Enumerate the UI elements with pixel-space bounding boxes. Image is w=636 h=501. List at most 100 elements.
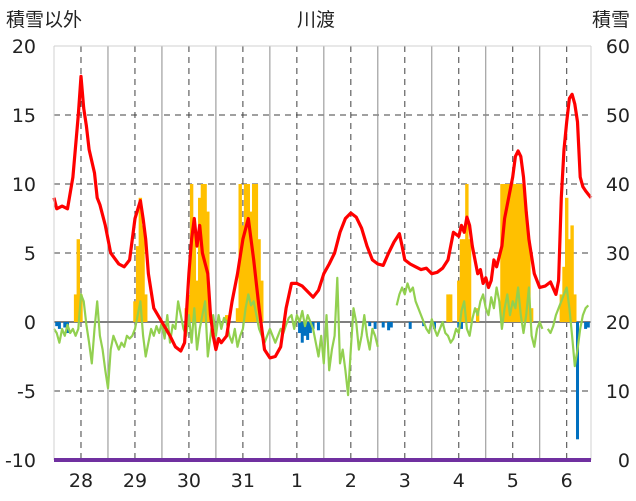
precipitation-bar [195,280,199,322]
precipitation-bar [516,184,520,322]
snow-change-bar [311,322,315,329]
snow-change-bar [55,322,59,327]
precipitation-bar [76,239,80,322]
left-tick-label: 10 [12,174,36,196]
precipitation-bar [505,184,510,322]
left-tick-label: -10 [5,450,36,472]
right-tick-label: 60 [606,36,630,58]
precipitation-bar [133,301,137,322]
precipitation-bar [192,225,197,322]
precipitation-bar [135,246,140,322]
precipitation-bar [459,239,464,322]
precipitation-bar [465,184,469,322]
left-tick-label: -5 [17,381,36,403]
precipitation-bar [467,239,472,322]
precipitation-bar [565,197,569,322]
precipitation-bar [446,294,450,322]
precipitation-bar [241,225,245,322]
snow-change-bar [381,322,385,328]
precipitation-bar [187,294,191,322]
precipitation-bar [567,239,572,322]
precipitation-bar [448,294,453,322]
precipitation-bar [529,308,534,322]
snow-change-bar [373,322,377,329]
snow-change-bar [298,322,302,334]
snow-change-bar [387,322,391,331]
precipitation-bar [225,315,229,322]
precipitation-bar [206,211,210,322]
precipitation-bar [570,225,574,322]
precipitation-bar [203,184,207,322]
snow-change-bar [586,322,590,328]
precipitation-bar [500,184,504,322]
right-tick-label: 50 [606,105,630,127]
precipitation-bar [573,294,577,322]
day-label: 3 [399,470,411,492]
day-label: 1 [291,470,303,492]
precipitation-bar [235,308,240,322]
snow-change-bar [57,322,61,329]
precipitation-bar [198,197,202,322]
left-tick-label: 0 [24,312,36,334]
axis-labels: -10 -5 0 5 10 15 20 0 10 20 30 40 50 60 28 29 30 31 1 2 3 4 5 6 [5,36,630,492]
precipitation-bar [249,211,253,322]
precipitation-bar [521,184,526,322]
precipitation-bar [73,294,78,322]
right-tick-label: 0 [618,450,630,472]
snow-change-bar [389,322,393,328]
lines [52,74,593,397]
day-label: 30 [177,470,201,492]
precipitation-bar [527,239,531,322]
precipitation-bar [144,294,148,322]
precipitation-bar [502,184,507,322]
precipitation-bar [243,184,248,322]
precipitation-bar [138,197,143,322]
snow-change-bar [584,322,588,329]
snow-change-bar [459,322,463,329]
right-axis-title: 積雪 [592,9,630,31]
day-label: 28 [69,470,93,492]
snow-change-bar [303,322,307,336]
snow-change-bar [368,322,372,327]
wind-line [53,276,379,397]
day-label: 4 [453,470,465,492]
snow-change-bar [316,322,320,331]
right-tick-label: 20 [606,312,630,334]
precipitation-bar [462,239,466,322]
precipitation-bar [257,239,261,322]
grid-lines [54,46,591,460]
snow-change-bar [308,322,312,334]
chart-title: 川渡 [297,9,335,31]
day-label: 29 [123,470,147,492]
left-tick-label: 15 [12,105,36,127]
wind-line [546,286,590,368]
precipitation-bar [246,184,250,322]
precipitation-bar [260,280,264,322]
precipitation-bar [559,294,564,322]
wind-line [395,282,544,348]
precipitation-bar [519,184,523,322]
right-tick-label: 30 [606,243,630,265]
precipitation-bar [513,184,518,322]
snow-change-bar [300,322,304,343]
right-tick-label: 40 [606,174,630,196]
temperature-line [52,74,593,360]
day-label: 6 [561,470,573,492]
snow-change-bar [63,322,67,328]
left-tick-label: 20 [12,36,36,58]
precipitation-bar [508,184,512,322]
snow-change-bar [576,322,580,440]
left-tick-label: 5 [24,243,36,265]
day-label: 2 [345,470,357,492]
precipitation-bar [524,211,528,322]
left-axis-title: 積雪以外 [6,9,82,31]
plot-frame [53,45,592,462]
snow-change-bar [408,322,412,329]
right-tick-label: 10 [606,381,630,403]
day-label: 31 [231,470,255,492]
precipitation-bar [511,184,515,322]
snow-change-bar [306,322,310,340]
precipitation-bar [457,280,461,322]
